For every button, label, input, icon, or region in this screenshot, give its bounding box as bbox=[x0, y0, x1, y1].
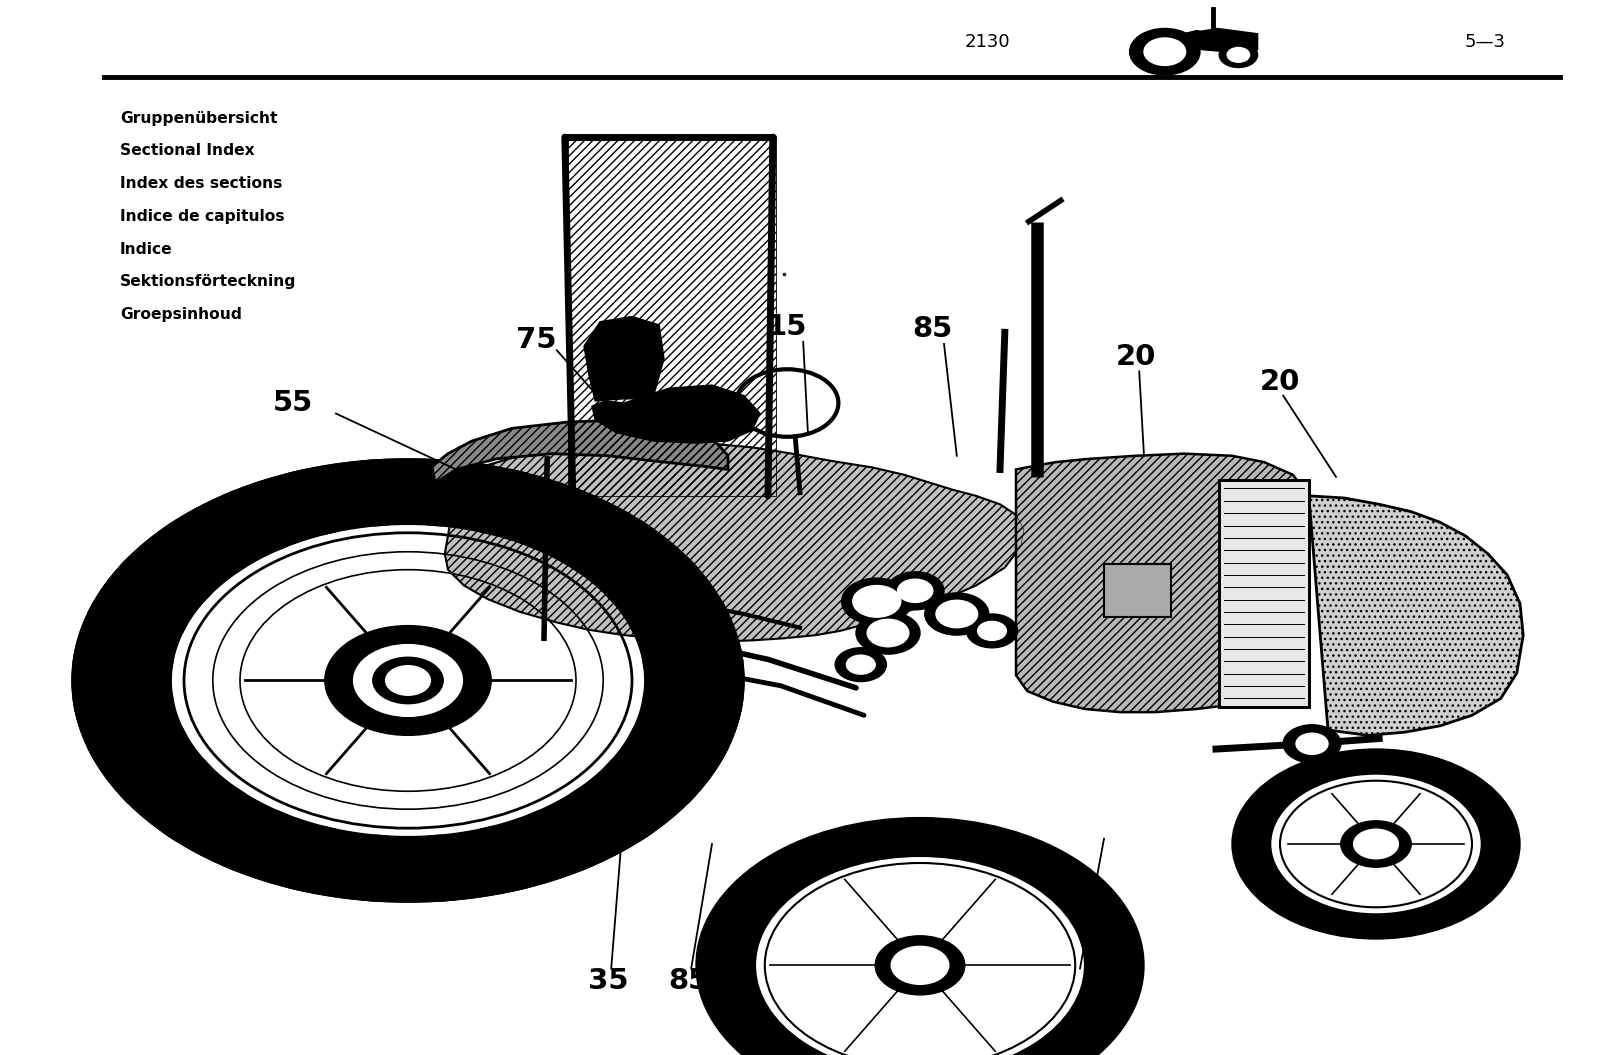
Circle shape bbox=[966, 614, 1018, 648]
Circle shape bbox=[1130, 28, 1200, 75]
Circle shape bbox=[1144, 38, 1186, 65]
Circle shape bbox=[886, 572, 944, 610]
Circle shape bbox=[696, 818, 1144, 1055]
Circle shape bbox=[835, 648, 886, 682]
Circle shape bbox=[1227, 47, 1250, 62]
Polygon shape bbox=[1186, 28, 1258, 52]
Circle shape bbox=[373, 657, 443, 704]
Text: 90: 90 bbox=[1054, 970, 1096, 997]
Text: 20: 20 bbox=[1115, 343, 1157, 370]
Polygon shape bbox=[362, 836, 454, 902]
Circle shape bbox=[1341, 821, 1411, 867]
Polygon shape bbox=[480, 469, 595, 551]
Circle shape bbox=[936, 600, 978, 628]
Polygon shape bbox=[118, 760, 245, 842]
Polygon shape bbox=[445, 441, 1024, 641]
Polygon shape bbox=[571, 760, 698, 842]
Circle shape bbox=[867, 619, 909, 647]
Circle shape bbox=[171, 524, 645, 837]
Polygon shape bbox=[288, 826, 387, 901]
Text: 85: 85 bbox=[912, 315, 954, 343]
Polygon shape bbox=[118, 519, 245, 601]
Polygon shape bbox=[88, 728, 211, 804]
Polygon shape bbox=[571, 519, 698, 601]
Polygon shape bbox=[429, 826, 528, 901]
Circle shape bbox=[325, 626, 491, 735]
Circle shape bbox=[386, 666, 430, 695]
Polygon shape bbox=[72, 650, 173, 711]
Text: Gruppenübersicht: Gruppenübersicht bbox=[120, 111, 277, 126]
Polygon shape bbox=[643, 650, 744, 711]
Polygon shape bbox=[362, 459, 454, 525]
Text: Sektionsförteckning: Sektionsförteckning bbox=[120, 274, 296, 289]
Text: Indice de capitulos: Indice de capitulos bbox=[120, 209, 285, 224]
Circle shape bbox=[1283, 725, 1341, 763]
Circle shape bbox=[875, 936, 965, 995]
Polygon shape bbox=[584, 316, 664, 401]
Circle shape bbox=[1232, 749, 1520, 939]
Polygon shape bbox=[605, 728, 728, 804]
Circle shape bbox=[853, 586, 901, 617]
Circle shape bbox=[856, 612, 920, 654]
Text: Groepsinhoud: Groepsinhoud bbox=[120, 307, 242, 322]
Wedge shape bbox=[1184, 31, 1210, 39]
Text: 5—3: 5—3 bbox=[1464, 33, 1506, 52]
Circle shape bbox=[846, 655, 875, 674]
Polygon shape bbox=[221, 810, 336, 891]
Polygon shape bbox=[592, 385, 760, 443]
Polygon shape bbox=[221, 469, 336, 551]
Polygon shape bbox=[288, 460, 387, 535]
Polygon shape bbox=[528, 788, 653, 871]
FancyBboxPatch shape bbox=[1104, 564, 1171, 617]
Polygon shape bbox=[1309, 496, 1523, 735]
Circle shape bbox=[978, 621, 1006, 640]
Polygon shape bbox=[432, 420, 728, 483]
Circle shape bbox=[1296, 733, 1328, 754]
Polygon shape bbox=[629, 601, 742, 667]
Polygon shape bbox=[163, 788, 288, 871]
Polygon shape bbox=[74, 694, 187, 760]
Circle shape bbox=[891, 946, 949, 984]
Circle shape bbox=[354, 645, 462, 716]
Circle shape bbox=[72, 459, 744, 902]
Text: 55: 55 bbox=[272, 389, 314, 417]
Text: 2130: 2130 bbox=[965, 33, 1010, 52]
Circle shape bbox=[925, 593, 989, 635]
Polygon shape bbox=[88, 557, 211, 633]
Text: Index des sections: Index des sections bbox=[120, 176, 282, 191]
Text: 35: 35 bbox=[587, 967, 629, 995]
Circle shape bbox=[842, 578, 912, 625]
Circle shape bbox=[757, 858, 1083, 1055]
Circle shape bbox=[1272, 775, 1480, 913]
Polygon shape bbox=[1016, 454, 1309, 712]
Text: Indice: Indice bbox=[120, 242, 173, 256]
Circle shape bbox=[1354, 829, 1398, 859]
Polygon shape bbox=[429, 460, 528, 535]
Text: 15: 15 bbox=[766, 313, 808, 341]
Circle shape bbox=[1219, 42, 1258, 68]
Text: 75: 75 bbox=[515, 326, 557, 353]
Polygon shape bbox=[629, 694, 742, 760]
Text: Sectional Index: Sectional Index bbox=[120, 143, 254, 158]
Text: 85: 85 bbox=[667, 967, 709, 995]
Polygon shape bbox=[605, 557, 728, 633]
Polygon shape bbox=[480, 810, 595, 891]
Circle shape bbox=[898, 579, 933, 602]
Text: 20: 20 bbox=[1259, 368, 1301, 396]
Polygon shape bbox=[74, 601, 187, 667]
Polygon shape bbox=[163, 490, 288, 573]
FancyBboxPatch shape bbox=[1219, 480, 1309, 707]
Polygon shape bbox=[528, 490, 653, 573]
